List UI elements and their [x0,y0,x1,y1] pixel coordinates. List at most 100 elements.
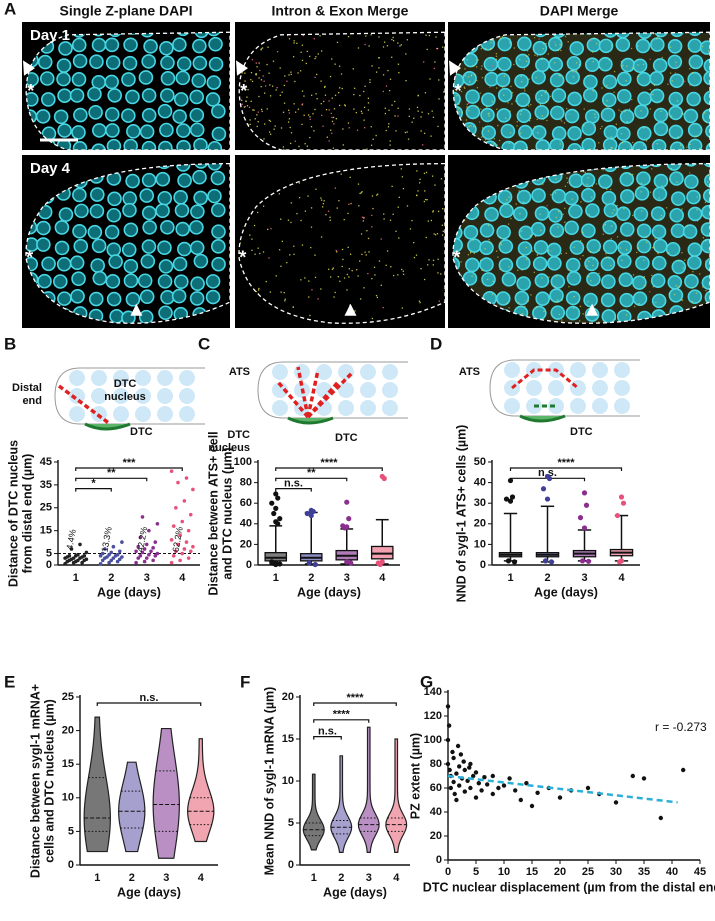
nucleus [652,58,668,73]
speckle [583,124,585,127]
speckle [432,211,434,213]
outlier [503,496,510,502]
speckle [706,234,709,236]
speckle [606,84,608,87]
speckle [398,196,400,198]
nucleus [636,223,652,239]
nucleus [632,141,647,150]
nucleus [635,255,650,271]
speckle [638,186,640,188]
speckle [395,130,397,132]
speckle [630,47,633,50]
speckle [610,238,612,240]
speckle [264,85,267,87]
speckle [599,66,601,69]
speckle [367,237,370,240]
y-axis-title: and DTC nucleus (µm) [220,447,234,579]
speckle [471,275,473,277]
nucleus [619,172,635,187]
speckle [520,75,522,77]
speckle [243,106,246,108]
speckle [466,106,468,108]
nucleus [125,292,141,307]
schematic-cell [614,362,630,378]
schematic-label: DTC [130,426,153,438]
nucleus [160,219,175,235]
speckle [481,136,483,138]
speckle [457,108,460,110]
y-tick-label: 80 [240,477,252,489]
nucleus [549,223,565,238]
speckle [505,203,507,205]
nucleus [123,273,139,289]
speckle [566,177,568,179]
speckle [378,260,381,262]
speckle [499,139,501,142]
speckle [263,80,265,82]
speckle [543,310,545,313]
nucleus [88,291,104,307]
speckle [363,217,365,220]
x-tick-label: 45 [694,866,706,878]
data-point [120,540,124,544]
data-point [171,554,176,558]
schematic-dtc [519,414,566,423]
speckle [610,147,613,149]
schematic-dtc [287,416,334,425]
speckle [254,253,256,255]
speckle [331,97,333,99]
outlier [511,559,518,565]
speckle [467,76,470,78]
speckle [559,75,561,77]
nucleus [687,71,703,87]
speckle [259,69,261,72]
x-tick-label: 1 [311,872,317,884]
nucleus [139,188,155,203]
speckle [320,199,323,201]
y-axis-title: from distal end (µm) [20,454,34,574]
speckle [284,298,286,300]
nucleus [667,54,683,70]
nucleus [189,107,205,123]
speckle [613,91,615,93]
schematic-cell [338,382,354,398]
speckle [352,68,354,70]
data-point [507,776,512,781]
speckle [707,50,710,52]
outlier [304,510,310,517]
speckle [288,74,290,76]
speckle [378,67,380,69]
nucleus [91,238,107,254]
speckle [312,113,314,115]
speckle [283,148,285,150]
speckle [249,234,251,236]
nucleus [532,256,548,272]
speckle [295,111,297,113]
speckle [290,202,293,204]
outlier [620,500,627,506]
speckle [276,87,278,89]
schematic-label: Distal [12,382,42,394]
nucleus [634,104,649,119]
speckle [455,75,457,78]
speckle [289,142,292,145]
schematic-cell [113,406,129,422]
data-point [78,542,82,547]
speckle [382,46,385,48]
nucleus [72,53,88,69]
speckle [280,291,282,293]
nucleus [35,109,51,124]
nucleus [568,173,584,188]
speckle [269,120,272,122]
speckle [363,287,365,289]
sig-label: *** [123,457,137,469]
speckle [566,108,568,110]
speckle [386,45,389,47]
schematic-cell [526,380,542,396]
data-point [473,795,479,800]
speckle [397,206,399,208]
speckle [533,271,535,274]
nucleus [701,204,710,220]
speckle [340,173,342,175]
speckle [296,42,298,44]
